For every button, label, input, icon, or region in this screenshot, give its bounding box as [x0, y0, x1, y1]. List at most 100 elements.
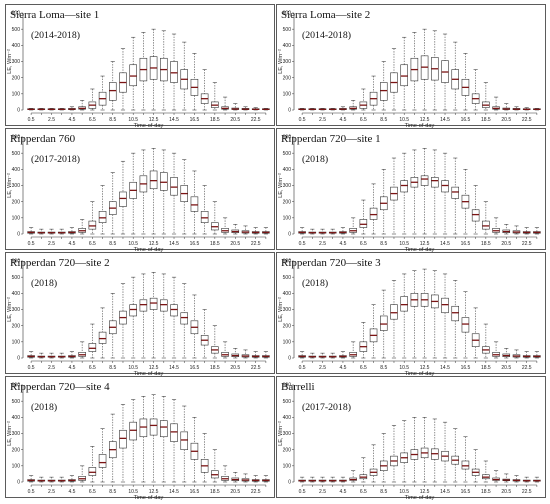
x-tick-label: 0.5: [299, 489, 306, 495]
x-axis-label: Time-of-day: [134, 371, 164, 377]
hour-box: [359, 322, 368, 359]
hour-box: [461, 53, 470, 111]
hour-box: [200, 433, 209, 483]
x-tick-label: 16.5: [190, 241, 200, 247]
hour-box: [380, 289, 388, 359]
x-tick-label: 20.5: [501, 489, 511, 495]
iqr-box: [139, 418, 148, 438]
hour-box: [47, 108, 56, 111]
x-axis-label: Time-of-day: [405, 495, 435, 501]
y-tick-label: 600: [283, 135, 292, 141]
x-tick-label: 10.5: [399, 241, 409, 247]
hour-box: [522, 476, 531, 483]
x-tick-label: 4.5: [339, 489, 346, 495]
hour-box: [170, 399, 178, 483]
hour-box: [262, 351, 270, 359]
panel-title: Ripperdan 720—site 3: [281, 257, 381, 269]
hour-box: [369, 304, 378, 359]
panel-years: (2018): [302, 154, 328, 165]
hour-box: [390, 425, 398, 483]
hour-box: [339, 351, 347, 359]
y-tick-label: 600: [12, 11, 21, 17]
panel-title: Sierra Loma—site 2: [281, 9, 370, 21]
hour-box: [533, 351, 541, 359]
iqr-box: [390, 304, 398, 320]
hour-box: [47, 476, 56, 483]
hour-box: [482, 82, 490, 111]
iqr-box: [431, 177, 439, 188]
hour-box: [88, 323, 97, 359]
x-tick-label: 14.5: [440, 489, 450, 495]
x-tick-label: 16.5: [190, 117, 200, 123]
hour-box: [318, 476, 327, 483]
x-tick-label: 2.5: [319, 117, 326, 123]
hour-box: [328, 476, 337, 483]
hour-box: [431, 30, 439, 111]
x-tick-label: 4.5: [339, 241, 346, 247]
x-tick-label: 8.5: [380, 117, 387, 123]
hour-box: [251, 475, 260, 483]
panel-years: (2014-2018): [31, 30, 80, 41]
y-tick-label: 600: [283, 11, 292, 17]
hour-box: [318, 352, 327, 359]
x-tick-label: 12.5: [149, 365, 159, 371]
iqr-box: [380, 82, 388, 101]
iqr-box: [129, 421, 137, 441]
iqr-box: [451, 305, 459, 322]
y-tick-label: 300: [12, 183, 21, 189]
panel-years: (2017-2018): [302, 402, 351, 413]
y-tick-label: 300: [12, 307, 21, 313]
hour-box: [349, 470, 357, 483]
x-tick-label: 4.5: [339, 365, 346, 371]
x-tick-label: 18.5: [481, 241, 491, 247]
panel-years: (2017-2018): [31, 154, 80, 165]
x-tick-label: 2.5: [48, 489, 55, 495]
iqr-box: [88, 343, 97, 352]
hour-box: [180, 159, 188, 235]
y-tick-label: 300: [12, 431, 21, 437]
hour-box: [492, 217, 500, 235]
hour-box: [522, 107, 531, 111]
hour-box: [57, 108, 66, 111]
hour-box: [349, 100, 357, 111]
y-tick-label: 300: [283, 59, 292, 65]
x-tick-label: 18.5: [210, 241, 220, 247]
x-tick-label: 0.5: [28, 241, 35, 247]
iqr-box: [149, 170, 158, 190]
y-tick-label: 100: [283, 340, 292, 346]
hour-box: [190, 170, 199, 235]
hour-box: [512, 349, 521, 359]
hour-box: [241, 473, 250, 483]
hour-box: [149, 148, 158, 235]
x-tick-label: 10.5: [128, 365, 138, 371]
x-tick-label: 14.5: [440, 117, 450, 123]
hour-box: [27, 475, 35, 483]
iqr-box: [170, 177, 178, 196]
hour-box: [380, 61, 388, 111]
hour-box: [308, 352, 317, 359]
x-tick-label: 8.5: [109, 365, 116, 371]
x-tick-label: 20.5: [230, 489, 240, 495]
hour-box: [119, 160, 127, 235]
x-tick-label: 22.5: [522, 365, 532, 371]
iqr-box: [98, 211, 107, 223]
hour-box: [221, 96, 229, 111]
x-tick-label: 14.5: [169, 117, 179, 123]
hour-box: [221, 465, 229, 483]
hour-box: [482, 201, 490, 235]
hour-box: [512, 475, 521, 483]
hour-box: [471, 307, 480, 359]
hour-box: [78, 100, 86, 111]
x-tick-label: 20.5: [501, 365, 511, 371]
hour-box: [441, 33, 449, 111]
x-tick-label: 0.5: [299, 241, 306, 247]
y-tick-label: 200: [12, 75, 21, 81]
y-tick-label: 0: [288, 108, 291, 114]
y-tick-label: 200: [12, 447, 21, 453]
x-tick-label: 22.5: [251, 489, 261, 495]
chart-panel: 0 100 200 300 400 500 600 0.5 2.5 4.5 6.5 8.5 10.5 12…: [5, 4, 275, 129]
y-tick-label: 300: [283, 307, 292, 313]
iqr-box: [400, 296, 408, 312]
x-tick-label: 8.5: [109, 241, 116, 247]
hour-box: [98, 75, 107, 111]
